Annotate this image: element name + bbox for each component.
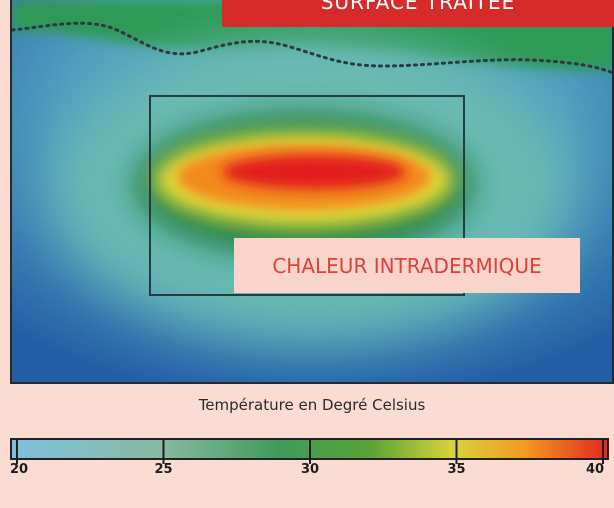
tick-marks bbox=[16, 439, 604, 464]
tick-label-20: 20 bbox=[9, 462, 29, 477]
tick-label-30: 30 bbox=[300, 462, 320, 477]
thermal-image-svg bbox=[12, 0, 612, 382]
treated-surface-line bbox=[12, 21, 612, 75]
tick-label-35: 35 bbox=[447, 462, 466, 477]
tick-label-25: 25 bbox=[154, 462, 173, 477]
surface-treated-label: SURFACE TRAITÉE bbox=[320, 0, 516, 14]
tick-label-40: 40 bbox=[585, 462, 605, 477]
scale-title: Température en Degré Celsius bbox=[198, 396, 426, 414]
surface-treated-banner: SURFACE TRAITÉE bbox=[222, 0, 614, 27]
treatment-zone-frame bbox=[149, 95, 465, 296]
thermal-image bbox=[10, 0, 614, 384]
heat-core-red bbox=[222, 155, 406, 189]
color-scale-bar bbox=[10, 438, 609, 464]
intradermal-heat-label: CHALEUR INTRADERMIQUE bbox=[234, 238, 580, 293]
color-scale: 20 25 30 35 40 bbox=[0, 430, 614, 508]
